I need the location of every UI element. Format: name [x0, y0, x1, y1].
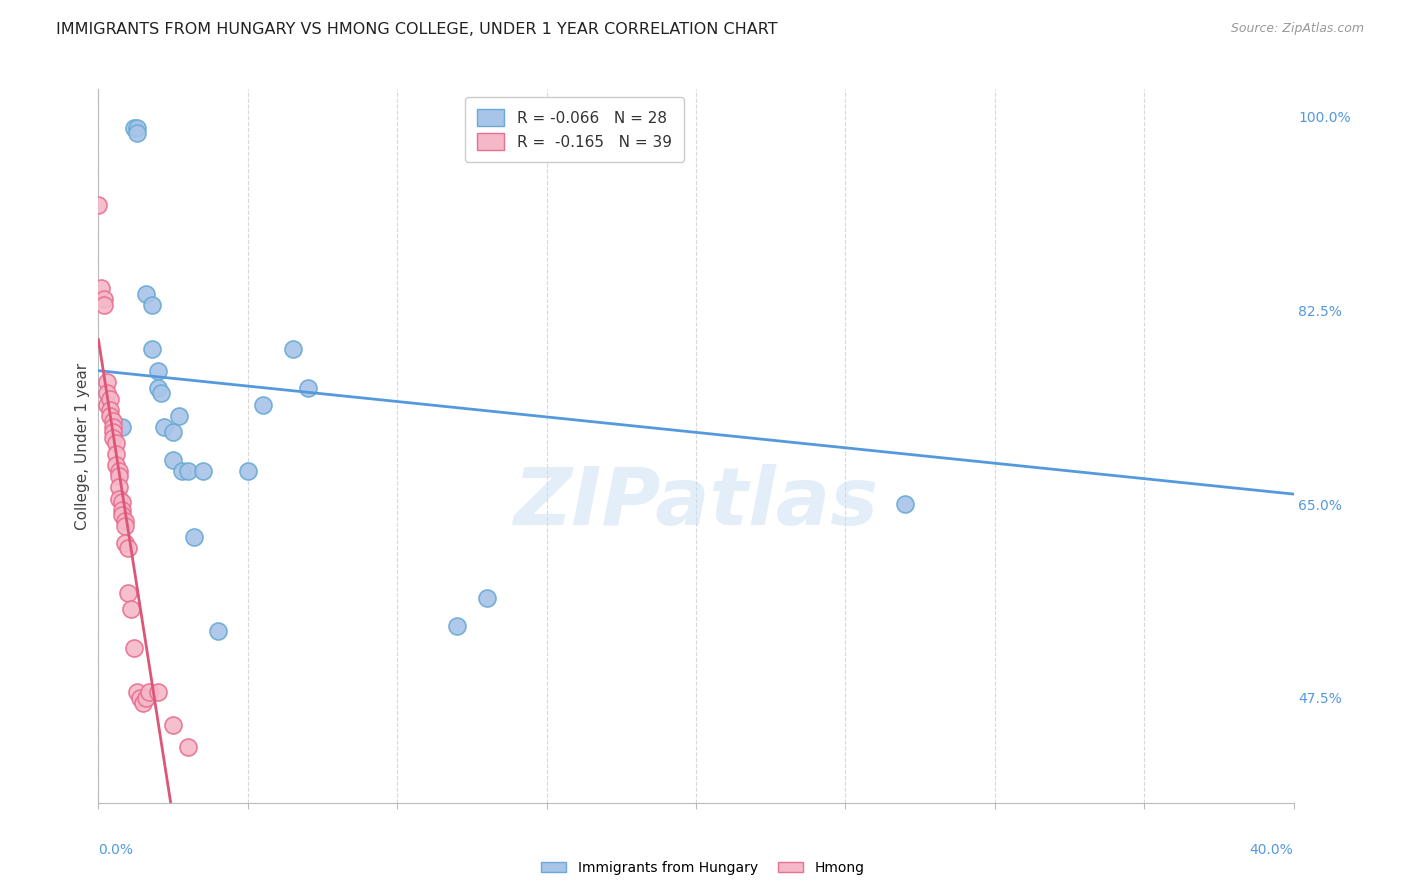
- Point: [93, 298, 115, 312]
- Point: [141, 298, 163, 312]
- Point: [252, 397, 274, 411]
- Point: [148, 381, 170, 395]
- Point: [162, 425, 184, 439]
- Point: [105, 458, 128, 473]
- Point: [132, 696, 155, 710]
- Point: [127, 120, 149, 135]
- Legend: Immigrants from Hungary, Hmong: Immigrants from Hungary, Hmong: [536, 855, 870, 880]
- Point: [100, 392, 122, 406]
- Point: [141, 342, 163, 356]
- Point: [103, 414, 125, 428]
- Point: [96, 397, 118, 411]
- Point: [475, 591, 498, 606]
- Point: [117, 585, 139, 599]
- Point: [135, 690, 157, 705]
- Text: Source: ZipAtlas.com: Source: ZipAtlas.com: [1230, 22, 1364, 36]
- Point: [183, 530, 205, 544]
- Point: [87, 198, 110, 212]
- Point: [120, 602, 142, 616]
- Point: [124, 640, 146, 655]
- Point: [105, 447, 128, 461]
- Y-axis label: College, Under 1 year: College, Under 1 year: [75, 362, 90, 530]
- Point: [114, 514, 136, 528]
- Point: [148, 364, 170, 378]
- Point: [114, 519, 136, 533]
- Text: IMMIGRANTS FROM HUNGARY VS HMONG COLLEGE, UNDER 1 YEAR CORRELATION CHART: IMMIGRANTS FROM HUNGARY VS HMONG COLLEGE…: [56, 22, 778, 37]
- Point: [108, 491, 131, 506]
- Point: [172, 464, 194, 478]
- Text: ZIPatlas: ZIPatlas: [513, 464, 879, 542]
- Point: [103, 431, 125, 445]
- Point: [124, 120, 146, 135]
- Point: [138, 685, 160, 699]
- Point: [236, 464, 259, 478]
- Point: [111, 495, 134, 509]
- Point: [127, 685, 149, 699]
- Point: [105, 436, 128, 450]
- Point: [108, 469, 131, 483]
- Point: [108, 481, 131, 495]
- Point: [894, 497, 917, 511]
- Point: [111, 419, 134, 434]
- Point: [520, 120, 543, 135]
- Text: 0.0%: 0.0%: [98, 843, 134, 857]
- Point: [117, 541, 139, 556]
- Point: [177, 740, 200, 755]
- Point: [127, 127, 149, 141]
- Text: 40.0%: 40.0%: [1250, 843, 1294, 857]
- Point: [111, 508, 134, 523]
- Point: [108, 464, 131, 478]
- Point: [191, 464, 214, 478]
- Point: [167, 409, 190, 423]
- Legend: R = -0.066   N = 28, R =  -0.165   N = 39: R = -0.066 N = 28, R = -0.165 N = 39: [464, 97, 683, 162]
- Point: [100, 403, 122, 417]
- Point: [135, 286, 157, 301]
- Point: [153, 419, 176, 434]
- Point: [281, 342, 304, 356]
- Point: [207, 624, 229, 639]
- Point: [103, 419, 125, 434]
- Point: [177, 464, 200, 478]
- Point: [129, 690, 152, 705]
- Point: [297, 381, 319, 395]
- Point: [529, 127, 551, 141]
- Point: [148, 685, 170, 699]
- Point: [100, 409, 122, 423]
- Point: [111, 502, 134, 516]
- Point: [150, 386, 173, 401]
- Point: [96, 376, 118, 390]
- Point: [162, 453, 184, 467]
- Point: [93, 293, 115, 307]
- Point: [114, 536, 136, 550]
- Point: [90, 281, 112, 295]
- Point: [103, 425, 125, 439]
- Point: [446, 619, 468, 633]
- Point: [96, 386, 118, 401]
- Point: [162, 718, 184, 732]
